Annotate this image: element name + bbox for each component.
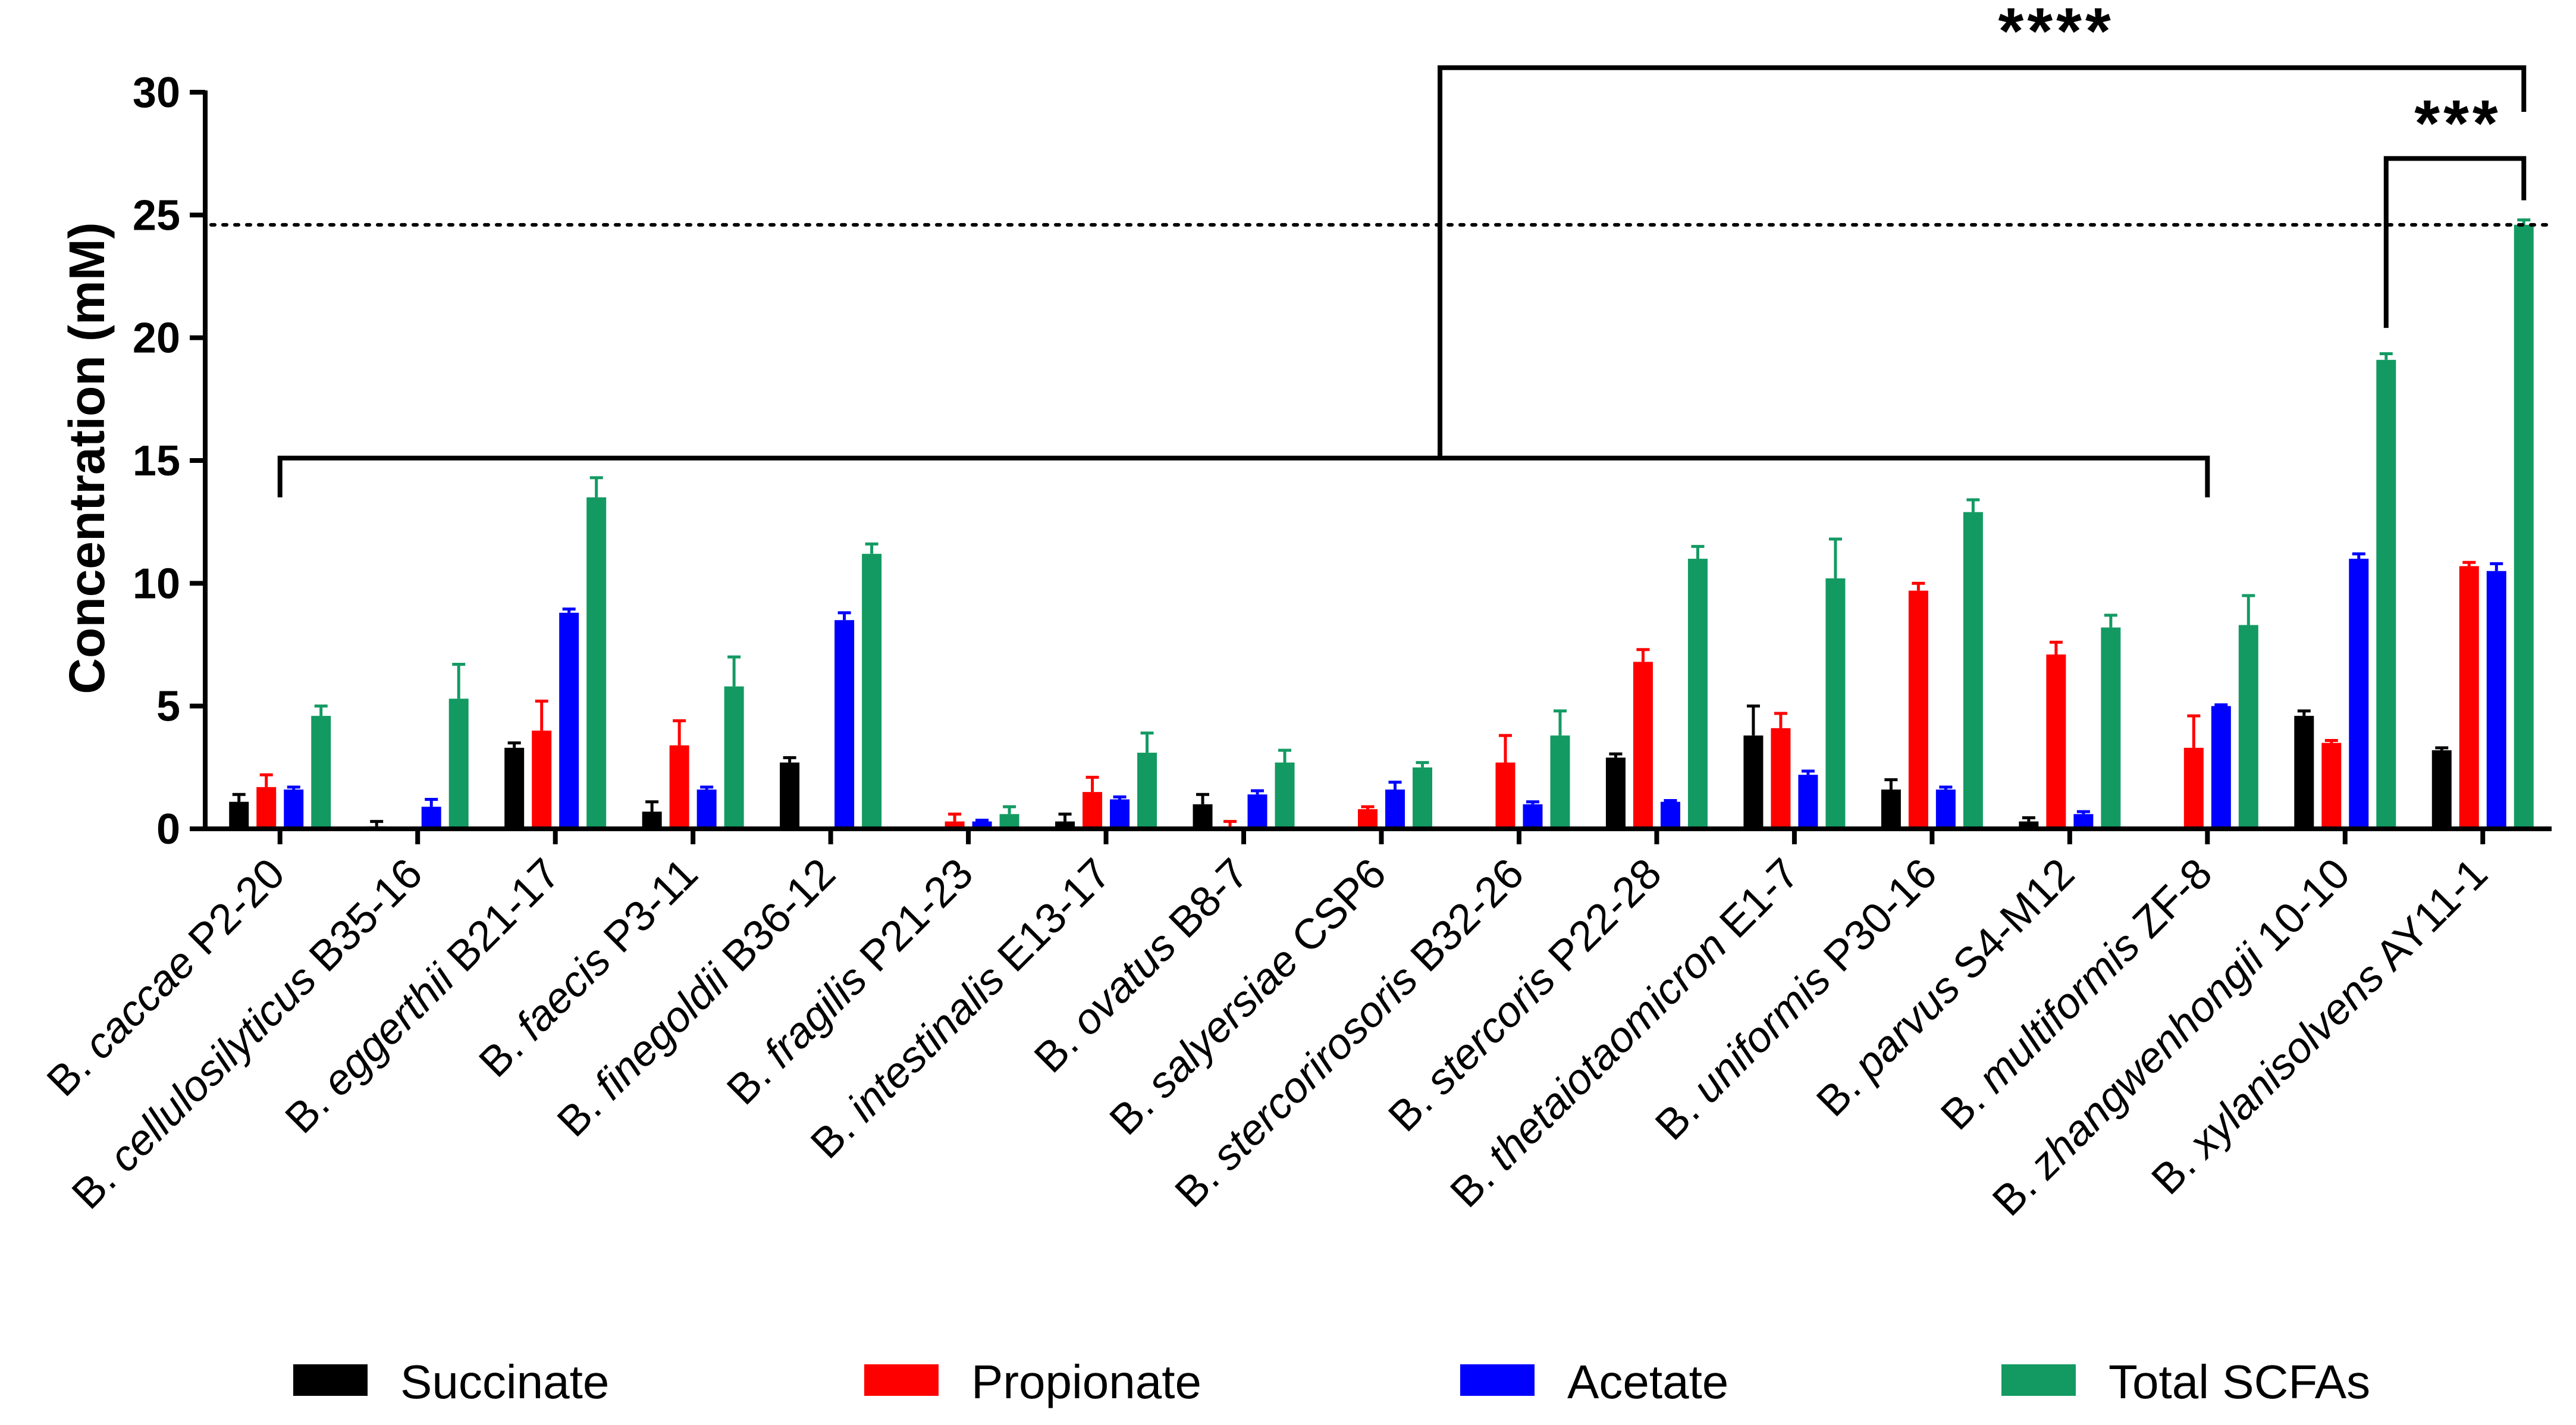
bar-propionate bbox=[669, 745, 689, 829]
bar-acetate bbox=[1110, 799, 1130, 829]
bar-succinate bbox=[1743, 735, 1764, 829]
x-tick-label: B. stercoris P22-28 bbox=[1379, 850, 1671, 1141]
bar-total-scfas bbox=[999, 814, 1019, 829]
legend-label: Succinate bbox=[400, 1355, 609, 1408]
y-tick-label: 20 bbox=[133, 315, 180, 362]
bar-succinate bbox=[1193, 804, 1213, 829]
significance-stars-2: *** bbox=[2414, 87, 2501, 160]
bar-total-scfas bbox=[1275, 762, 1295, 829]
bar-total-scfas bbox=[311, 716, 331, 829]
bar-propionate bbox=[1908, 590, 1928, 829]
y-tick-label: 5 bbox=[156, 683, 180, 731]
bar-propionate bbox=[2459, 566, 2479, 829]
legend-swatch-propionate bbox=[864, 1364, 939, 1396]
bar-propionate bbox=[1358, 809, 1378, 829]
bar-succinate bbox=[780, 762, 800, 829]
y-axis-label: Concentration (mM) bbox=[59, 222, 115, 694]
bar-acetate bbox=[696, 789, 717, 829]
y-tick-label: 30 bbox=[133, 69, 180, 117]
significance-group-bracket bbox=[277, 455, 2210, 497]
bar-succinate bbox=[1881, 789, 1901, 829]
bar-propionate bbox=[256, 787, 277, 829]
bar-total-scfas bbox=[2376, 359, 2396, 829]
bar-total-scfas bbox=[2514, 224, 2534, 829]
bar-succinate bbox=[1605, 757, 1626, 829]
bar-propionate bbox=[2183, 747, 2204, 829]
bar-total-scfas bbox=[724, 686, 744, 829]
legend-label: Total SCFAs bbox=[2109, 1355, 2370, 1408]
bar-total-scfas bbox=[1137, 753, 1157, 829]
bar-total-scfas bbox=[862, 553, 882, 829]
bar-acetate bbox=[2211, 706, 2231, 829]
significance-stars-1: **** bbox=[1998, 0, 2114, 68]
bar-acetate bbox=[1798, 775, 1818, 829]
x-tick-label: B. fragilis P21-23 bbox=[718, 850, 982, 1114]
bar-propionate bbox=[2321, 743, 2342, 829]
y-tick-label: 25 bbox=[133, 192, 180, 239]
bar-propionate bbox=[1495, 762, 1516, 829]
bar-succinate bbox=[2294, 716, 2314, 829]
bar-acetate bbox=[1247, 794, 1267, 829]
bar-acetate bbox=[1935, 789, 1956, 829]
legend-swatch-acetate bbox=[1460, 1364, 1535, 1396]
bar-total-scfas bbox=[1963, 512, 1983, 829]
x-tick-label: B. multiformis ZF-8 bbox=[1932, 850, 2222, 1139]
bar-total-scfas bbox=[1825, 578, 1846, 829]
bar-total-scfas bbox=[448, 699, 469, 829]
bar-acetate bbox=[421, 806, 441, 829]
x-tick-label: B. salyersiae CSP6 bbox=[1101, 850, 1395, 1144]
bar-total-scfas bbox=[2101, 627, 2121, 829]
bar-propionate bbox=[2046, 654, 2066, 829]
bar-propionate bbox=[1633, 662, 1653, 829]
bar-acetate bbox=[559, 612, 579, 829]
bar-succinate bbox=[229, 801, 249, 829]
x-tick-label: B. parvus S4-M12 bbox=[1808, 850, 2084, 1126]
bar-total-scfas bbox=[1550, 735, 1570, 829]
bar-acetate bbox=[2486, 571, 2506, 829]
legend-swatch-total-scfas bbox=[2001, 1364, 2076, 1396]
y-tick-label: 15 bbox=[133, 437, 180, 485]
significance-bracket-1 bbox=[1438, 65, 2527, 458]
bar-succinate bbox=[642, 812, 662, 829]
bar-acetate bbox=[284, 789, 304, 829]
bar-propionate bbox=[1083, 792, 1103, 829]
bar-acetate bbox=[1523, 804, 1543, 829]
bar-total-scfas bbox=[1687, 559, 1708, 829]
legend-label: Acetate bbox=[1567, 1355, 1728, 1408]
bar-propionate bbox=[532, 730, 552, 829]
legend-label: Propionate bbox=[971, 1355, 1201, 1408]
bar-acetate bbox=[834, 620, 855, 829]
bar-succinate bbox=[2431, 750, 2452, 829]
bar-propionate bbox=[1771, 728, 1791, 829]
x-tick-label: B. eggerthii B21-17 bbox=[277, 850, 569, 1142]
y-tick-label: 0 bbox=[156, 806, 180, 853]
bar-total-scfas bbox=[2238, 625, 2258, 829]
significance-bracket-2 bbox=[2383, 156, 2527, 328]
bar-acetate bbox=[2349, 559, 2369, 829]
bar-acetate bbox=[2073, 814, 2094, 829]
bar-acetate bbox=[1385, 789, 1405, 829]
x-tick-label: B. caccae P2-20 bbox=[38, 850, 294, 1105]
legend-swatch-succinate bbox=[293, 1364, 368, 1396]
bar-total-scfas bbox=[1413, 767, 1432, 829]
bar-acetate bbox=[1660, 801, 1680, 829]
y-tick-label: 10 bbox=[133, 560, 180, 607]
bar-succinate bbox=[504, 747, 525, 829]
bar-total-scfas bbox=[586, 497, 607, 829]
